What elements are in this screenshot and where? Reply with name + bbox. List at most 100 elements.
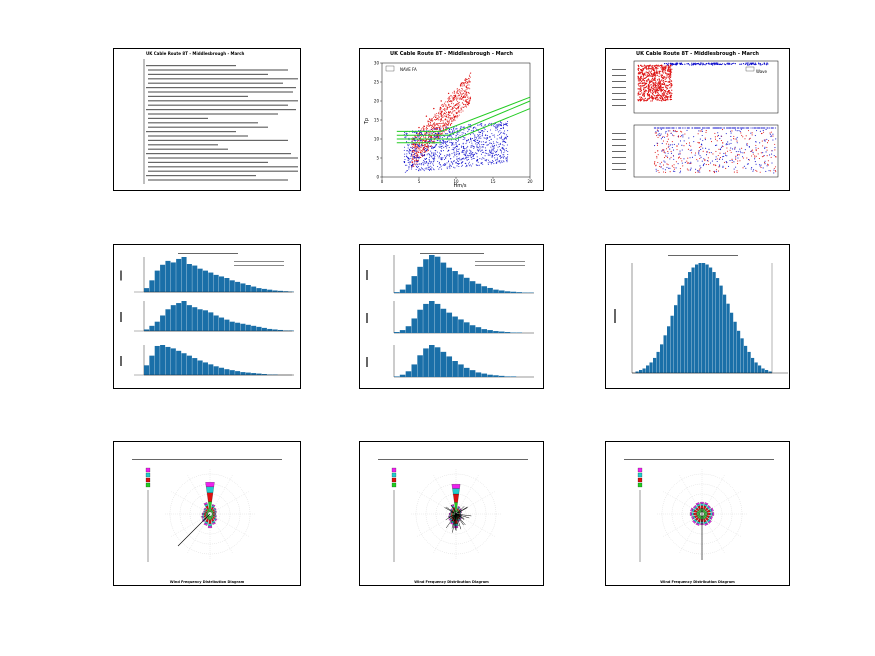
scatter-point-blue [423,135,425,137]
dual-scatter-bottom-point [721,158,724,160]
scatter-point-red [412,158,414,160]
scatter-point-blue [455,152,457,154]
scatter-point-blue [449,141,451,143]
dual-scatter-top-point-red [639,93,641,95]
dual-scatter-bottom-point [711,160,713,162]
scatter-point-blue [482,126,484,128]
hist-a-3-bar [208,364,214,375]
scatter-point-blue [444,163,446,165]
scatter-point-blue [424,154,426,156]
rose-a-legend-swatch [145,482,151,488]
dual-scatter-bottom-point [744,149,746,151]
scatter-point-red [437,118,439,120]
dual-scatter-top-point-red [662,95,664,97]
scatter-point-red [458,89,460,91]
dual-scatter-top-point-red [665,93,668,95]
hist-b-1-bar [458,274,464,293]
scatter-point-blue [445,133,447,135]
scatter-point [403,161,405,163]
dual-scatter-top-point-blue [694,63,696,65]
scatter-point-blue [405,164,407,166]
summary-text-line [148,144,218,146]
scatter-point-blue [430,155,432,157]
dual-scatter-top-point-red [661,87,663,89]
scatter-point-blue [499,162,501,164]
dual-scatter-bottom-point [773,172,775,174]
dual-scatter-top-point-red [657,99,659,101]
scatter-point-red [437,125,439,127]
scatter-point-blue [406,133,408,135]
scatter-point-red [412,165,414,167]
dual-scatter-top-point-red [652,93,654,95]
dual-scatter-top-point-red [670,84,672,86]
scatter-point-blue [493,163,495,165]
scatter-point-blue [461,165,463,167]
rose-a-sector [202,512,205,516]
hist-b-1-bar [452,271,458,293]
dual-scatter-bottom-point [725,133,727,135]
scatter-point-red [463,95,465,97]
dual-scatter-bottom-point [679,153,681,155]
dual-scatter-top-point-red [667,96,669,98]
scatter-point-blue [433,157,435,159]
scatter-point-red [441,116,443,118]
scatter-point-blue [505,147,507,149]
dual-scatter-top-point-red [661,96,663,99]
scatter-point-red [417,154,419,156]
scatter-point-red [427,120,429,122]
scatter-point-red [465,78,467,80]
scatter-point-blue [458,154,460,156]
dual-scatter-bottom-point [654,162,656,164]
dual-scatter-bottom-point [768,170,770,172]
scatter-point-blue [414,140,416,142]
scatter-point-blue [433,140,435,142]
scatter-point-blue [485,159,487,161]
scatter-point-blue [449,165,451,167]
scatter-point-red [448,96,450,98]
scatter-point-red [468,81,470,83]
dual-scatter-top-point-red [659,80,661,83]
scatter-point-blue [502,127,504,129]
scatter-point [455,142,457,144]
dual-scatter-bottom-point [662,149,664,151]
dual-scatter-bottom-point [723,161,726,163]
dual-scatter-bottom-point [773,167,775,169]
scatter-point-red [449,100,451,102]
dual-scatter-top-point-red [639,82,641,84]
scatter-point-blue [457,149,459,151]
dual-scatter-top-point-red [646,81,648,83]
hist-a-3-bar [261,374,267,375]
rose-b-wind-ray [451,504,457,515]
scatter-point-blue [439,137,441,139]
scatter-point-blue [451,144,453,146]
scatter-point-blue [446,154,448,156]
scatter-point-red [420,128,422,130]
scatter-point-blue [481,149,483,151]
scatter-point-blue [417,160,419,162]
scatter-point-red [465,105,467,107]
scatter-point-blue [490,142,492,144]
rose-b-wind-ray [452,513,457,533]
dual-scatter-bottom-point [720,139,722,142]
scatter-point-blue [454,128,456,130]
scatter-point-blue [503,148,505,150]
scatter-point-red [412,151,414,153]
scatter-point-blue [500,143,502,145]
scatter-point-red [440,117,442,119]
dual-scatter-bottom-edge-point [682,127,684,129]
scatter-point-blue [430,141,432,143]
hist-b-2-bar [464,322,470,333]
dual-scatter-top-point-red [647,86,649,88]
dual-scatter-bottom-point [773,155,775,157]
dual-scatter-bottom-point [658,171,660,173]
dual-scatter-bottom-point [701,129,703,131]
scatter-point-blue [416,150,418,152]
scatter-point-blue [416,157,418,159]
dual-scatter-top-point-red [658,81,660,83]
dual-scatter-bottom-point [735,158,737,160]
scatter-point-blue [453,128,455,130]
hist-b-3-bar [417,355,423,377]
scatter-point-red [428,133,430,135]
dual-scatter-top-point-red [665,65,667,67]
scatter-point [462,96,465,98]
